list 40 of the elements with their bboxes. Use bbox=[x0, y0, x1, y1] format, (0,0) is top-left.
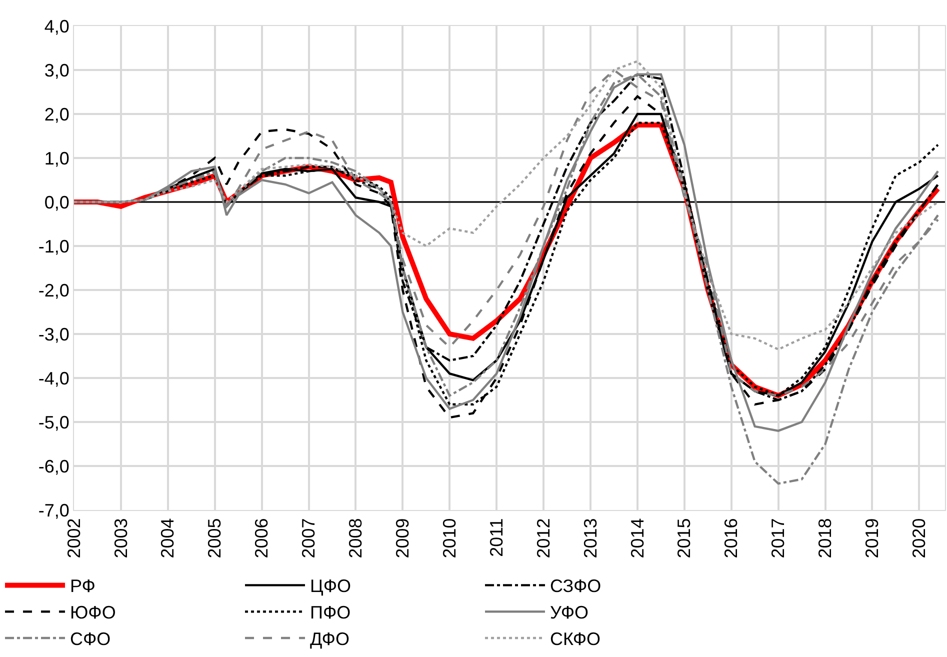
x-tick-label: 2020 bbox=[909, 518, 930, 558]
x-tick-label: 2016 bbox=[721, 518, 742, 558]
y-tick-label: 3,0 bbox=[44, 60, 70, 80]
x-tick-label: 2013 bbox=[580, 518, 600, 558]
x-tick-label: 2012 bbox=[533, 518, 554, 558]
y-tick-label: 2,0 bbox=[44, 104, 70, 124]
y-tick-label: 1,0 bbox=[44, 148, 70, 168]
x-tick-label: 2007 bbox=[298, 518, 319, 558]
x-tick-label: 2017 bbox=[768, 518, 788, 558]
y-tick-label: 0,0 bbox=[44, 192, 70, 212]
legend-label: СЗФО bbox=[550, 576, 602, 596]
x-tick-label: 2004 bbox=[158, 518, 178, 558]
x-tick-label: 2005 bbox=[204, 518, 225, 558]
y-tick-label: -4,0 bbox=[38, 368, 70, 388]
y-tick-label: -6,0 bbox=[38, 456, 70, 476]
x-tick-label: 2002 bbox=[64, 518, 84, 558]
legend-label: УФО bbox=[550, 602, 589, 623]
x-tick-label: 2006 bbox=[252, 518, 272, 558]
x-tick-label: 2019 bbox=[862, 518, 882, 558]
y-tick-label: -1,0 bbox=[38, 236, 70, 256]
x-tick-label: 2015 bbox=[674, 518, 694, 558]
y-tick-label: 4,0 bbox=[44, 16, 70, 36]
x-tick-label: 2009 bbox=[392, 518, 413, 558]
legend-label: ЮФО bbox=[70, 602, 116, 623]
x-tick-label: 2010 bbox=[439, 518, 460, 558]
legend-label: ПФО bbox=[310, 602, 351, 623]
legend-label: ЦФО bbox=[310, 576, 352, 596]
y-tick-label: -3,0 bbox=[38, 324, 70, 344]
y-tick-label: -2,0 bbox=[38, 280, 70, 300]
legend-label: СКФО bbox=[550, 629, 601, 650]
legend-label: РФ bbox=[70, 576, 96, 596]
x-tick-label: 2003 bbox=[110, 518, 131, 558]
y-tick-label: -5,0 bbox=[38, 412, 70, 432]
x-tick-label: 2008 bbox=[346, 518, 366, 558]
y-tick-label: -7,0 bbox=[38, 500, 70, 520]
legend-label: СФО bbox=[70, 629, 111, 650]
x-tick-label: 2014 bbox=[627, 518, 648, 558]
legend-label: ДФО bbox=[310, 629, 350, 650]
x-tick-label: 2011 bbox=[486, 518, 506, 557]
x-tick-label: 2018 bbox=[815, 518, 836, 558]
